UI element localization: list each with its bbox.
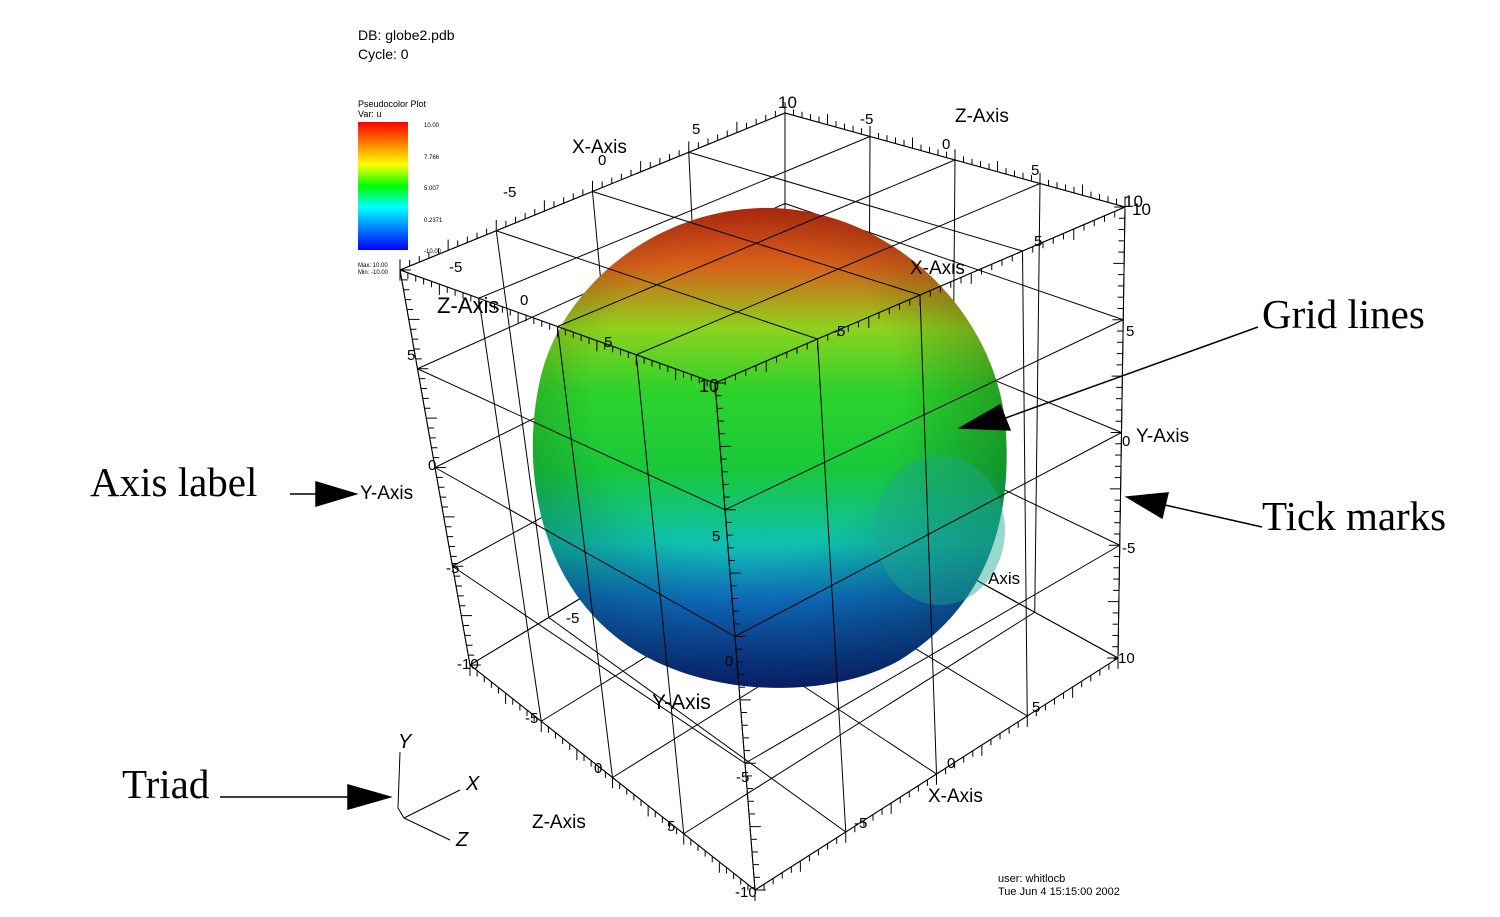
tick-label: 5 (712, 528, 720, 545)
tick-label: -10 (735, 884, 757, 901)
callout-tick-marks: Tick marks (1262, 493, 1447, 539)
tick-label: 0 (947, 755, 955, 772)
tick-label: 0 (1122, 433, 1130, 450)
tick-label: 5 (1031, 162, 1039, 179)
triad-y-label: Y (398, 731, 413, 753)
callout-arrows (220, 326, 1263, 810)
legend-tick-label: 7.766 (424, 155, 440, 161)
tick-label: -5 (736, 769, 749, 786)
tick-label: -10 (1113, 650, 1135, 667)
grid-line (1022, 250, 1028, 717)
legend-tick-label: 5.007 (424, 186, 440, 192)
grid-line (592, 191, 921, 296)
tick-label: -5 (525, 710, 538, 727)
grid-line (636, 183, 1041, 356)
tick-labels: -5 0 5 10 -5 0 5 10 10 5 -5 10 -5 0 5 0 … (407, 93, 1151, 901)
cycle-label: Cycle: 0 (358, 46, 409, 62)
tick-label: -5 (449, 259, 462, 276)
axis-title: X-Axis (928, 786, 983, 807)
grid-line (452, 565, 746, 764)
legend-tick-label: 0.2371 (424, 218, 443, 224)
legend-var: Var: u (358, 109, 382, 119)
legend-tick-label: 10.00 (424, 123, 440, 129)
grid-line (688, 151, 1023, 252)
tick-label: 5 (1126, 323, 1134, 340)
tick-label: 0 (428, 457, 436, 474)
tick-label: 0 (520, 292, 528, 309)
callout-axis-label: Axis label (90, 459, 258, 505)
tick-label: -5 (854, 815, 867, 832)
tick-label: 5 (667, 818, 675, 835)
legend-title: Pseudocolor Plot (358, 99, 427, 109)
grid-line (635, 354, 685, 834)
tick-label: -5 (446, 560, 459, 577)
legend-color-bar (358, 122, 408, 250)
legend-max: Max: 10.00 (358, 263, 388, 269)
tick-label: -5 (503, 184, 516, 201)
triad (397, 751, 461, 841)
callout-grid-lines: Grid lines (1262, 291, 1425, 337)
date-label: Tue Jun 4 15:15:00 2002 (998, 886, 1120, 898)
pseudocolor-sphere (532, 207, 1007, 688)
legend-tick-label: -10.00 (424, 249, 442, 255)
tick-label: -5 (860, 111, 873, 128)
axis-title: Z-Axis (437, 293, 499, 318)
axis-title: Axis (988, 569, 1020, 588)
tick-label: 10 (1132, 200, 1151, 219)
tick-label: 0 (594, 760, 602, 777)
user-label: user: whitlocb (998, 873, 1066, 885)
tick-label: 5 (407, 347, 415, 364)
triad-labels: Y X Z (398, 731, 480, 851)
axis-title: X-Axis (910, 258, 965, 279)
axis-title: X-Axis (572, 137, 627, 158)
axis-title: Z-Axis (532, 812, 586, 833)
axis-titles: X-Axis Z-Axis X-Axis Z-Axis Y-Axis Y-Axi… (360, 106, 1189, 833)
tick-label: -10 (457, 656, 479, 673)
tick-label: 10 (1124, 192, 1143, 211)
legend-min: Min: -10.00 (358, 270, 389, 276)
tick-label: 0 (598, 152, 606, 169)
tick-label: 10 (699, 376, 719, 396)
grid-line (683, 611, 1036, 835)
tick-label: 0 (725, 653, 733, 670)
database-label: DB: globe2.pdb (358, 27, 455, 43)
tick-label: 5 (1034, 233, 1042, 250)
tick-label: 0 (942, 136, 950, 153)
tick-label: 5 (1032, 699, 1040, 716)
grid-line (734, 432, 1122, 637)
grid-line (744, 544, 1121, 764)
axis-title: Y-Axis (1136, 426, 1189, 447)
tick-label: 5 (604, 334, 612, 351)
tick-label: -5 (832, 323, 845, 340)
tick-label: 10 (778, 93, 797, 112)
axis-title: Y-Axis (360, 483, 413, 504)
grid-line (1034, 183, 1041, 613)
tick-label: -5 (1122, 540, 1135, 557)
triad-z-label: Z (455, 829, 469, 851)
axis-title: Z-Axis (955, 106, 1009, 127)
tick-marks (399, 102, 1126, 901)
callout-triad: Triad (122, 761, 210, 807)
axis-title: Y-Axis (652, 691, 711, 714)
tick-label: 5 (692, 121, 700, 138)
triad-x-label: X (465, 773, 480, 795)
tick-label: -5 (566, 610, 579, 627)
grid-line (434, 467, 736, 637)
